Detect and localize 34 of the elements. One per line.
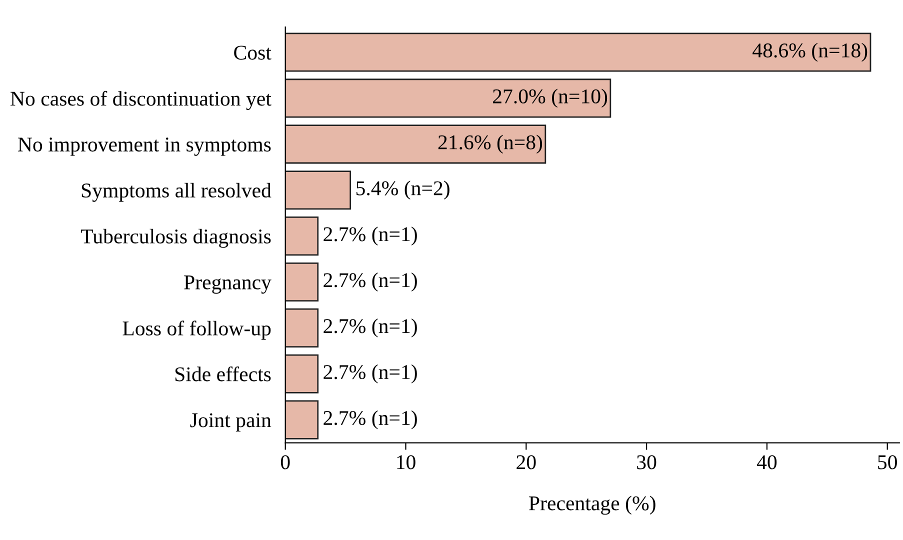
data-label: 2.7% (n=1) (324, 226, 417, 246)
bar (285, 124, 546, 164)
x-axis-title: Precentage (%) (529, 496, 656, 515)
y-tick-label: Tuberculosis diagnosis (81, 228, 271, 248)
x-tick-label: 10 (397, 455, 416, 470)
x-tick-label: 30 (637, 455, 656, 470)
data-label: 2.7% (n=1) (324, 410, 417, 430)
y-tick-label: Symptoms all resolved (82, 182, 272, 202)
bar (285, 170, 352, 210)
bar (285, 354, 319, 394)
bar (285, 308, 319, 348)
x-tick-label: 50 (878, 455, 897, 470)
data-label: 5.4% (n=2) (356, 180, 450, 200)
y-tick-label: Joint pain (190, 413, 272, 432)
bar (285, 78, 612, 118)
y-tick-label: No cases of discontinuation yet (10, 90, 272, 110)
x-tick-label: 0 (280, 455, 290, 470)
bar (285, 262, 319, 302)
bar (285, 216, 319, 256)
data-label: 21.6% (n=8) (438, 134, 542, 154)
bar (285, 400, 319, 440)
y-tick-label: Loss of follow-up (122, 320, 271, 340)
x-tick-label: 40 (756, 455, 777, 470)
data-label: 2.7% (n=1) (324, 318, 417, 338)
x-tick-label: 20 (516, 455, 536, 470)
y-tick-label: Pregnancy (184, 276, 272, 294)
data-label: 48.6% (n=18) (752, 42, 868, 62)
data-label: 2.7% (n=1) (324, 364, 417, 384)
y-tick-label: Side effects (175, 366, 271, 382)
data-label: 2.7% (n=1) (324, 272, 417, 292)
bar (285, 32, 872, 72)
y-tick-label: Cost (234, 46, 272, 60)
y-tick-label: No improvement in symptoms (18, 138, 271, 156)
data-label: 27.0% (n=10) (492, 88, 608, 108)
